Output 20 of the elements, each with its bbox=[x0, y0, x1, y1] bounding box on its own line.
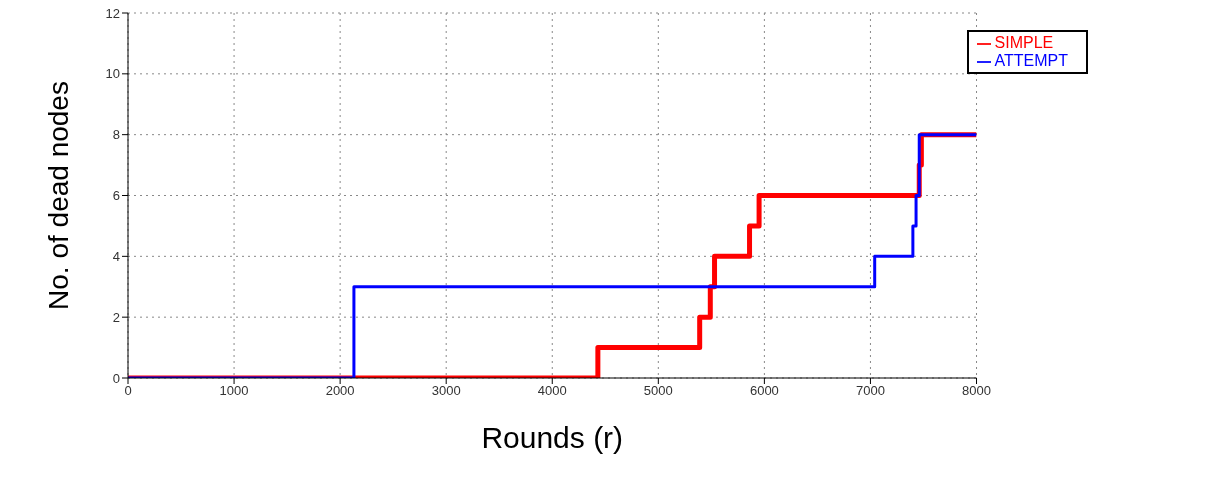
y-tick-label: 10 bbox=[105, 66, 120, 82]
y-tick-label: 2 bbox=[112, 309, 120, 325]
y-tick-label: 12 bbox=[105, 5, 120, 21]
x-axis-title: Rounds (r) bbox=[481, 421, 624, 454]
legend-label: ATTEMPT bbox=[994, 52, 1068, 69]
x-tick-label: 6000 bbox=[749, 383, 779, 399]
x-tick-label: 3000 bbox=[431, 383, 461, 399]
x-tick-label: 4000 bbox=[537, 383, 567, 399]
x-tick-label: 7000 bbox=[855, 383, 885, 399]
y-tick-label: 4 bbox=[112, 248, 120, 264]
x-tick-label: 1000 bbox=[219, 383, 249, 399]
x-tick-label: 2000 bbox=[325, 383, 355, 399]
x-tick-label: 8000 bbox=[962, 383, 991, 399]
y-tick-label: 0 bbox=[112, 370, 120, 386]
y-tick-label: 8 bbox=[112, 127, 120, 143]
x-tick-label: 0 bbox=[124, 383, 132, 399]
legend-label: SIMPLE bbox=[994, 34, 1054, 51]
y-tick-label: 6 bbox=[112, 188, 120, 204]
x-tick-label: 5000 bbox=[643, 383, 673, 399]
y-axis-title: No. of dead nodes bbox=[42, 81, 74, 310]
